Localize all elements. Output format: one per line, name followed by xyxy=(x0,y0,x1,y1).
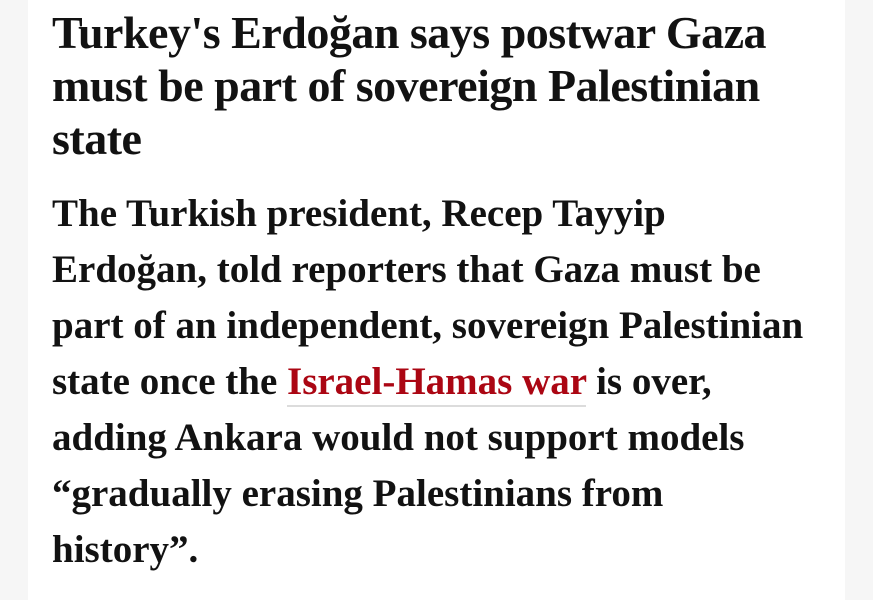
article-standfirst: The Turkish president, Recep Tayyip Erdo… xyxy=(52,186,812,578)
israel-hamas-war-link[interactable]: Israel-Hamas war xyxy=(287,360,587,407)
standfirst-text-after: is over, adding Ankara would not support… xyxy=(52,360,745,571)
standfirst-text-before: The Turkish president, Recep Tayyip Erdo… xyxy=(52,192,804,403)
article-headline: Turkey's Erdoğan says postwar Gaza must … xyxy=(52,7,767,164)
article-card: Turkey's Erdoğan says postwar Gaza must … xyxy=(28,0,845,600)
